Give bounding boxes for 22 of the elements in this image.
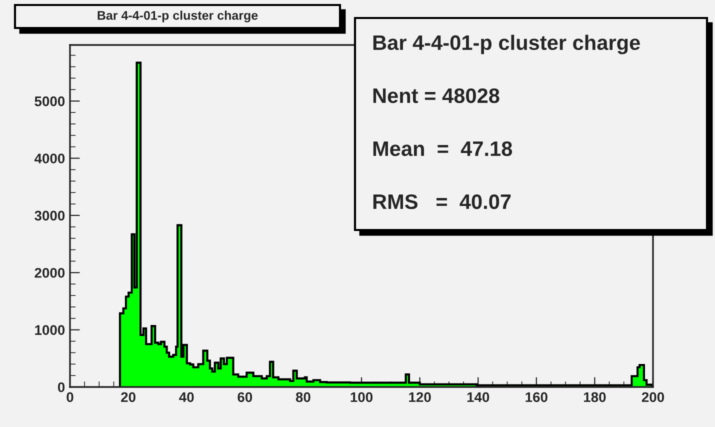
chart-title: Bar 4-4-01-p cluster charge: [98, 10, 258, 22]
x-tick-label: 180: [584, 392, 606, 402]
x-tick-label: 160: [526, 392, 548, 402]
x-tick-label: 100: [350, 392, 373, 402]
annotation: Nent = 48028: [373, 88, 500, 104]
x-tick-label: 60: [238, 392, 252, 402]
y-tick-label: 1000: [35, 325, 65, 335]
y-tick-label: 0: [58, 382, 65, 392]
x-tick-label: 20: [121, 392, 136, 402]
x-tick-label: 40: [179, 392, 194, 402]
x-tick-label: 140: [467, 392, 490, 402]
x-tick-label: 0: [66, 392, 74, 402]
y-tick-label: 3000: [34, 210, 65, 221]
annotation: Bar 4-4-01-p cluster charge: [373, 34, 640, 54]
y-tick-label: 4000: [34, 154, 65, 164]
x-tick-label: 120: [409, 392, 431, 402]
x-tick-label: 80: [296, 392, 310, 402]
y-tick-label: 5000: [34, 96, 65, 106]
annotation: Mean = 47.18: [373, 141, 512, 156]
x-tick-label: 200: [642, 392, 664, 402]
annotation: RMS = 40.07: [373, 194, 511, 210]
y-tick-label: 2000: [34, 268, 65, 278]
